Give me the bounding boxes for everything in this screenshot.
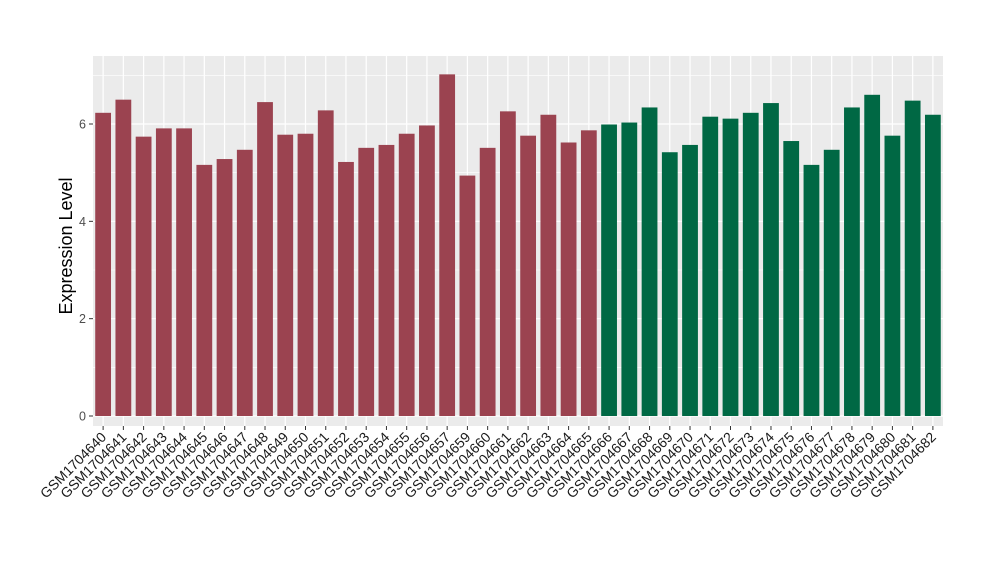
bar-GSM1704656 xyxy=(419,125,435,417)
bar-GSM1704680 xyxy=(884,135,901,416)
bar-GSM1704682 xyxy=(924,114,941,417)
bar-GSM1704660 xyxy=(479,147,496,416)
bar-GSM1704640 xyxy=(95,112,112,416)
bar-GSM1704652 xyxy=(338,161,354,416)
bar-GSM1704642 xyxy=(135,136,152,417)
bar-GSM1704664 xyxy=(560,142,577,416)
bar-GSM1704674 xyxy=(763,103,779,416)
bar-GSM1704667 xyxy=(621,122,638,416)
bar-GSM1704653 xyxy=(358,147,375,416)
bar-GSM1704645 xyxy=(196,164,213,416)
bar-GSM1704663 xyxy=(540,114,557,417)
bar-GSM1704643 xyxy=(155,128,172,416)
bar-GSM1704678 xyxy=(844,107,860,416)
bar-GSM1704649 xyxy=(277,134,294,416)
bar-GSM1704676 xyxy=(803,164,820,416)
y-tick-label: 6 xyxy=(79,118,86,132)
bar-GSM1704675 xyxy=(783,141,800,417)
plot-panel xyxy=(93,56,943,426)
bar-GSM1704654 xyxy=(378,144,395,416)
bar-GSM1704655 xyxy=(398,133,415,416)
bar-GSM1704641 xyxy=(115,99,132,417)
bar-GSM1704672 xyxy=(722,118,739,416)
bar-GSM1704651 xyxy=(317,110,334,416)
bars xyxy=(95,74,941,417)
y-tick-label: 0 xyxy=(79,410,86,424)
y-axis: 0 2 4 6 xyxy=(79,118,93,424)
y-axis-title: Expression Level xyxy=(56,177,76,314)
bar-GSM1704665 xyxy=(580,130,597,416)
bar-GSM1704677 xyxy=(823,149,840,416)
bar-GSM1704666 xyxy=(601,124,617,416)
y-tick-label: 4 xyxy=(79,215,86,229)
bar-GSM1704661 xyxy=(499,111,516,416)
bar-GSM1704681 xyxy=(904,100,921,416)
bar-GSM1704662 xyxy=(520,135,537,416)
bar-GSM1704679 xyxy=(864,94,881,417)
bar-GSM1704648 xyxy=(257,102,273,416)
bar-GSM1704670 xyxy=(682,144,698,416)
bar-GSM1704657 xyxy=(439,74,456,417)
bar-GSM1704644 xyxy=(176,128,192,416)
bar-GSM1704646 xyxy=(216,159,233,417)
bar-GSM1704673 xyxy=(742,112,759,416)
bar-GSM1704671 xyxy=(702,116,719,416)
bar-GSM1704668 xyxy=(641,107,658,416)
bar-GSM1704669 xyxy=(661,152,678,416)
y-tick-label: 2 xyxy=(79,312,86,326)
bar-GSM1704659 xyxy=(459,175,476,416)
x-axis: GSM1704640GSM1704641GSM1704642GSM1704643… xyxy=(37,426,939,501)
bar-GSM1704647 xyxy=(236,149,253,416)
bar-GSM1704650 xyxy=(297,133,314,416)
